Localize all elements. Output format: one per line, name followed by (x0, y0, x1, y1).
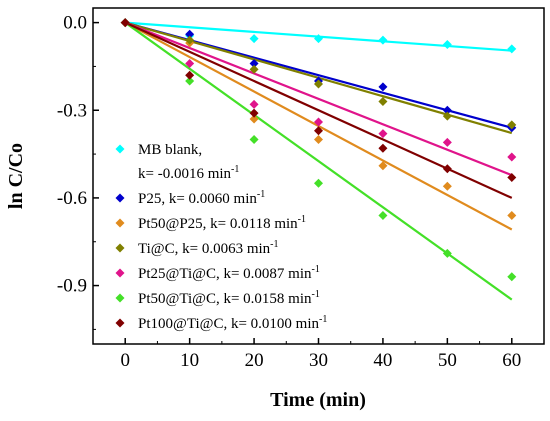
legend-label: k= -0.0016 min-1 (138, 164, 239, 182)
data-point (249, 114, 259, 124)
legend-marker (115, 268, 125, 278)
legend-marker (115, 144, 125, 154)
data-point (249, 134, 259, 144)
fit-lines (124, 21, 513, 301)
legend-label: MB blank, (138, 142, 202, 158)
y-tick-label: 0.0 (63, 13, 87, 34)
data-point (378, 35, 388, 45)
legend-marker (115, 318, 125, 328)
data-point (442, 40, 452, 50)
x-tick-label: 40 (373, 350, 392, 371)
data-point (120, 18, 130, 28)
data-point (185, 29, 195, 39)
data-point (185, 59, 195, 69)
legend-marker (115, 293, 125, 303)
data-point (378, 96, 388, 106)
legend-label: Ti@C, k= 0.0063 min-1 (138, 239, 279, 257)
data-point (314, 134, 323, 144)
y-tick-label: -0.3 (57, 100, 87, 121)
data-point (442, 181, 452, 191)
legend-label: P25, k= 0.0060 min-1 (138, 189, 265, 207)
data-point (314, 126, 323, 136)
y-axis: 0.0 -0.3 -0.6 -0.9 (57, 13, 99, 330)
data-point (249, 64, 259, 74)
data-point (314, 117, 323, 127)
x-tick-label: 30 (309, 350, 328, 371)
y-tick-label: -0.6 (57, 188, 87, 209)
legend-marker (115, 218, 125, 228)
data-point (249, 108, 259, 118)
legend: MB blank, k= -0.0016 min-1 P25, k= 0.0060 … (115, 142, 327, 332)
data-point (249, 99, 259, 109)
x-tick-label: 50 (438, 350, 457, 371)
data-point (507, 172, 517, 182)
x-axis: 0 10 20 30 40 50 60 (120, 338, 521, 371)
data-points (120, 18, 517, 282)
data-point (185, 76, 195, 86)
data-point (507, 152, 517, 162)
data-point (507, 44, 517, 54)
data-point (442, 105, 452, 115)
data-point (442, 137, 452, 147)
fit-line (124, 21, 513, 301)
legend-label: Pt50@Ti@C, k= 0.0158 min-1 (138, 289, 320, 307)
data-point (378, 210, 388, 220)
data-point (378, 129, 388, 139)
data-point (507, 210, 517, 220)
data-point (185, 70, 195, 80)
x-tick-label: 0 (120, 350, 130, 371)
data-point (249, 34, 259, 44)
data-point (442, 248, 452, 258)
legend-label: Pt100@Ti@C, k= 0.0100 min-1 (138, 314, 327, 332)
data-point (442, 164, 452, 174)
data-point (442, 111, 452, 121)
fit-line (124, 21, 513, 177)
x-tick-label: 60 (502, 350, 521, 371)
data-point (249, 59, 259, 69)
x-axis-title: Time (min) (270, 389, 366, 411)
legend-label: Pt25@Ti@C, k= 0.0087 min-1 (138, 264, 320, 282)
data-point (378, 82, 388, 92)
data-point (314, 178, 323, 188)
data-point (185, 35, 195, 45)
legend-marker (115, 243, 125, 253)
data-point (378, 143, 388, 153)
data-point (507, 272, 517, 282)
y-tick-label: -0.9 (57, 276, 87, 297)
data-point (314, 34, 323, 44)
x-tick-label: 10 (180, 350, 199, 371)
data-point (378, 161, 388, 171)
data-point (314, 79, 323, 89)
legend-marker (115, 193, 125, 203)
x-tick-label: 20 (245, 350, 264, 371)
data-point (507, 120, 517, 130)
y-axis-title: ln C/Co (5, 143, 27, 209)
legend-label: Pt50@P25, k= 0.0118 min-1 (138, 214, 306, 232)
